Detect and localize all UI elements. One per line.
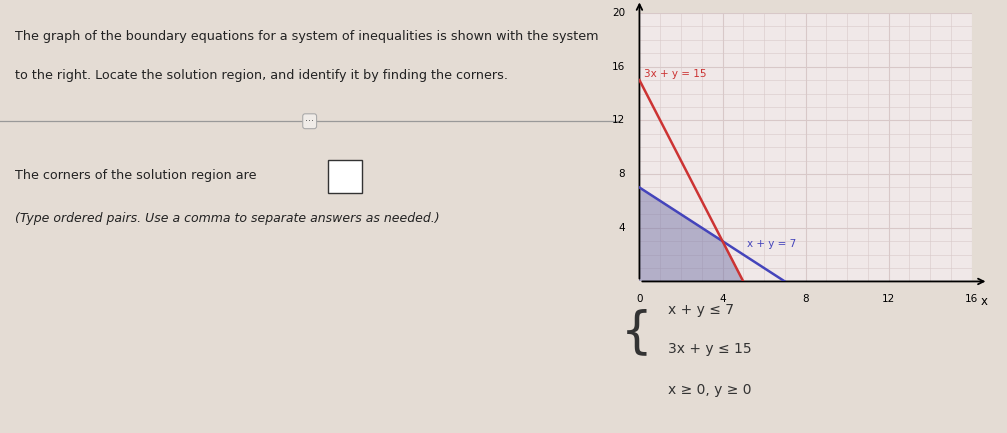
Text: x: x: [981, 295, 988, 308]
Text: 12: 12: [611, 115, 625, 126]
Text: 0: 0: [636, 294, 642, 304]
Text: (Type ordered pairs. Use a comma to separate answers as needed.): (Type ordered pairs. Use a comma to sepa…: [15, 212, 440, 225]
FancyBboxPatch shape: [328, 160, 363, 193]
Text: 8: 8: [803, 294, 809, 304]
Text: x + y ≤ 7: x + y ≤ 7: [669, 304, 734, 317]
Text: 3x + y = 15: 3x + y = 15: [643, 69, 706, 79]
Text: ···: ···: [305, 116, 314, 126]
Text: x ≥ 0, y ≥ 0: x ≥ 0, y ≥ 0: [669, 383, 751, 397]
Text: 4: 4: [719, 294, 726, 304]
Text: 12: 12: [882, 294, 895, 304]
Text: The corners of the solution region are: The corners of the solution region are: [15, 169, 257, 182]
Text: 20: 20: [612, 8, 625, 18]
Text: {: {: [621, 308, 653, 356]
Text: x + y = 7: x + y = 7: [747, 239, 797, 249]
Text: 16: 16: [611, 61, 625, 72]
Text: 16: 16: [965, 294, 979, 304]
Text: 3x + y ≤ 15: 3x + y ≤ 15: [669, 342, 752, 356]
Text: 4: 4: [618, 223, 625, 233]
Text: to the right. Locate the solution region, and identify it by finding the corners: to the right. Locate the solution region…: [15, 69, 509, 82]
Text: The graph of the boundary equations for a system of inequalities is shown with t: The graph of the boundary equations for …: [15, 30, 599, 43]
Text: 8: 8: [618, 169, 625, 179]
Polygon shape: [639, 187, 743, 281]
